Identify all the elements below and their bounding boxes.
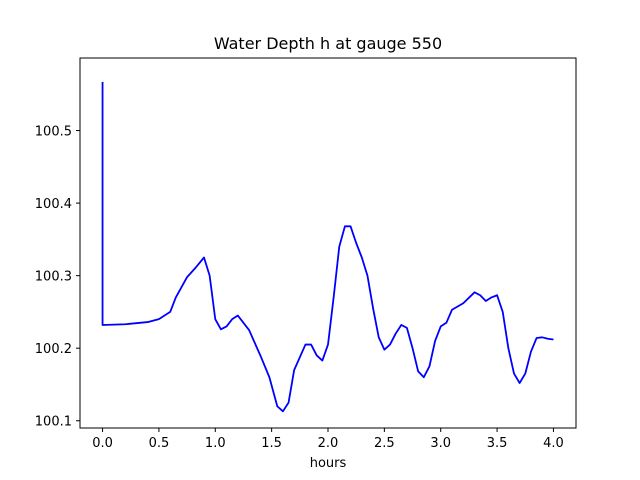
x-tick-label: 3.5 (487, 436, 508, 451)
x-tick-label: 1.0 (205, 436, 226, 451)
x-tick-label: 1.5 (261, 436, 282, 451)
series-line (101, 81, 554, 413)
y-tick-label: 100.4 (35, 197, 72, 212)
x-tick-label: 0.5 (149, 436, 170, 451)
chart-title: Water Depth h at gauge 550 (214, 34, 442, 53)
x-axis: 0.0 0.5 1.0 1.5 2.0 2.5 3.0 3.5 4.0 (92, 428, 564, 451)
x-axis-label: hours (310, 456, 347, 471)
y-tick-label: 100.3 (35, 270, 72, 285)
x-tick-label: 4.0 (543, 436, 564, 451)
y-tick-label: 100.1 (35, 415, 72, 430)
y-axis: 100.1 100.2 100.3 100.4 100.5 (35, 125, 80, 430)
y-tick-label: 100.2 (35, 342, 72, 357)
y-tick-label: 100.5 (35, 125, 72, 140)
x-tick-label: 2.5 (374, 436, 395, 451)
x-tick-label: 2.0 (318, 436, 339, 451)
x-tick-label: 3.0 (430, 436, 451, 451)
x-tick-label: 0.0 (92, 436, 113, 451)
